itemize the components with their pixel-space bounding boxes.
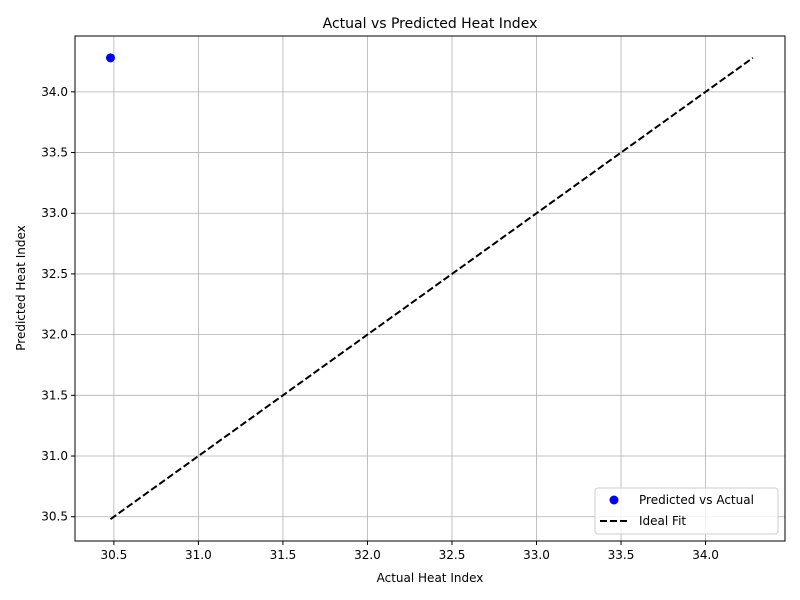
- chart-title: Actual vs Predicted Heat Index: [323, 16, 538, 32]
- x-tick-label: 33.0: [523, 548, 550, 562]
- x-axis: 30.5 31.0 31.5 32.0 32.5 33.0 33.5 34.0: [101, 541, 719, 562]
- y-tick-label: 34.0: [41, 85, 68, 99]
- x-tick-label: 31.0: [185, 548, 212, 562]
- ideal-fit-line: [109, 57, 754, 520]
- y-tick-label: 33.0: [41, 206, 68, 220]
- legend-marker-scatter: [609, 495, 619, 505]
- plot-area: [106, 53, 754, 520]
- x-tick-label: 34.0: [692, 548, 719, 562]
- x-tick-label: 31.5: [270, 548, 297, 562]
- y-tick-label: 32.5: [41, 267, 68, 281]
- x-tick-label: 30.5: [101, 548, 128, 562]
- scatter-point: [106, 53, 115, 63]
- x-tick-label: 32.0: [354, 548, 381, 562]
- axes-frame: [74, 35, 786, 542]
- y-tick-label: 32.0: [41, 328, 68, 342]
- x-tick-label: 33.5: [608, 548, 635, 562]
- legend: Predicted vs Actual Ideal Fit: [594, 487, 779, 535]
- y-tick-label: 30.5: [41, 510, 68, 524]
- legend-label-line: Ideal Fit: [639, 514, 686, 528]
- y-tick-label: 31.0: [41, 449, 68, 463]
- legend-box: [594, 487, 779, 535]
- x-tick-label: 32.5: [439, 548, 466, 562]
- y-axis: 30.5 31.0 31.5 32.0 32.5 33.0 33.5 34.0: [41, 85, 75, 524]
- y-axis-label: Predicted Heat Index: [14, 225, 28, 350]
- grid: [75, 36, 785, 541]
- legend-label-scatter: Predicted vs Actual: [639, 493, 754, 507]
- x-axis-label: Actual Heat Index: [377, 571, 484, 585]
- y-tick-label: 33.5: [41, 146, 68, 160]
- y-tick-label: 31.5: [41, 388, 68, 402]
